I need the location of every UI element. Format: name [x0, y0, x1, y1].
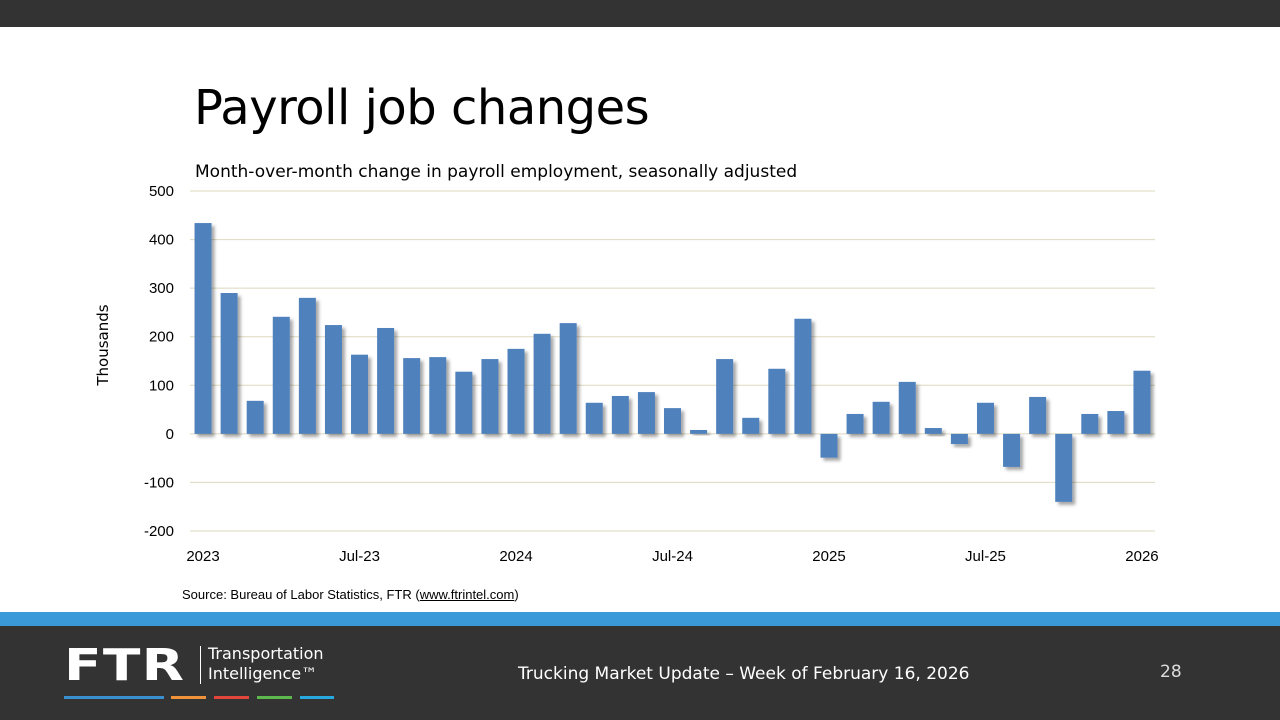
bar	[377, 327, 395, 434]
bar	[272, 316, 290, 434]
bar	[324, 325, 342, 434]
y-tick-label: 0	[166, 426, 174, 443]
bar	[872, 401, 890, 434]
logo-text: Transportation Intelligence™	[208, 644, 324, 684]
logo-separator	[200, 646, 201, 684]
bar	[820, 433, 838, 458]
bar	[664, 408, 681, 434]
bar	[637, 392, 655, 434]
bar	[611, 395, 629, 434]
logo-line2: Intelligence™	[208, 664, 318, 683]
bar	[1107, 411, 1125, 434]
y-tick-label: 100	[149, 377, 174, 394]
bar	[351, 354, 369, 434]
bar	[742, 417, 760, 434]
y-tick-label: 200	[149, 329, 174, 346]
y-tick-label: 400	[149, 232, 174, 249]
x-tick-label: 2024	[499, 548, 532, 565]
bar	[924, 428, 942, 434]
x-tick-label: Jul-24	[652, 548, 693, 565]
x-tick-label: Jul-23	[339, 548, 380, 565]
source-note: Source: Bureau of Labor Statistics, FTR …	[182, 587, 519, 602]
x-tick-label: Jul-25	[965, 548, 1006, 565]
footer	[0, 626, 1280, 720]
y-tick-label: -200	[144, 523, 174, 540]
logo-stripe	[300, 696, 334, 699]
source-suffix: )	[514, 587, 519, 602]
bar	[246, 400, 264, 434]
bar	[298, 297, 316, 434]
bar	[403, 358, 421, 434]
bar	[194, 223, 212, 434]
logo-mark: FTR	[64, 640, 186, 691]
bar	[898, 381, 916, 434]
accent-bar	[0, 612, 1280, 626]
logo-stripe	[257, 696, 292, 699]
bar	[1055, 433, 1073, 502]
bar	[1133, 370, 1151, 434]
bar	[716, 359, 734, 434]
source-text: Source: Bureau of Labor Statistics, FTR …	[182, 587, 420, 602]
bar	[507, 348, 525, 434]
bar	[1081, 413, 1099, 434]
bar	[1003, 433, 1021, 467]
bar	[846, 413, 864, 434]
bar	[429, 357, 447, 434]
bar	[768, 368, 786, 434]
bar	[455, 371, 473, 434]
bar	[1029, 396, 1047, 434]
x-tick-label: 2023	[186, 548, 219, 565]
y-axis-label: Thousands	[94, 304, 112, 386]
chart-subtitle: Month-over-month change in payroll emplo…	[195, 162, 798, 182]
y-tick-label: 300	[149, 280, 174, 297]
y-tick-label: 500	[149, 183, 174, 200]
bar	[690, 429, 708, 434]
x-tick-label: 2025	[812, 548, 845, 565]
top-bar	[0, 0, 1280, 27]
bar	[220, 293, 238, 434]
source-link[interactable]: www.ftrintel.com	[419, 587, 515, 602]
bar-chart: 500 400 300 200 100 0 -100 -200 2023 Jul-23 2024 Ju…	[94, 183, 1159, 565]
page-number: 28	[1160, 662, 1182, 682]
x-tick-label: 2026	[1125, 548, 1158, 565]
logo-line1: Transportation	[208, 644, 324, 663]
footer-text: Trucking Market Update – Week of Februar…	[518, 664, 970, 684]
bar	[950, 433, 968, 445]
logo-stripe	[214, 696, 249, 699]
bar	[481, 359, 499, 434]
bar	[559, 323, 577, 434]
bar	[976, 402, 994, 434]
logo-stripe	[171, 696, 206, 699]
bar	[585, 402, 603, 434]
slide-title: Payroll job changes	[194, 80, 650, 136]
logo-stripes	[64, 696, 334, 699]
y-tick-label: -100	[144, 474, 174, 491]
logo-stripe	[64, 696, 164, 699]
bar	[533, 333, 551, 434]
bar	[794, 318, 812, 434]
